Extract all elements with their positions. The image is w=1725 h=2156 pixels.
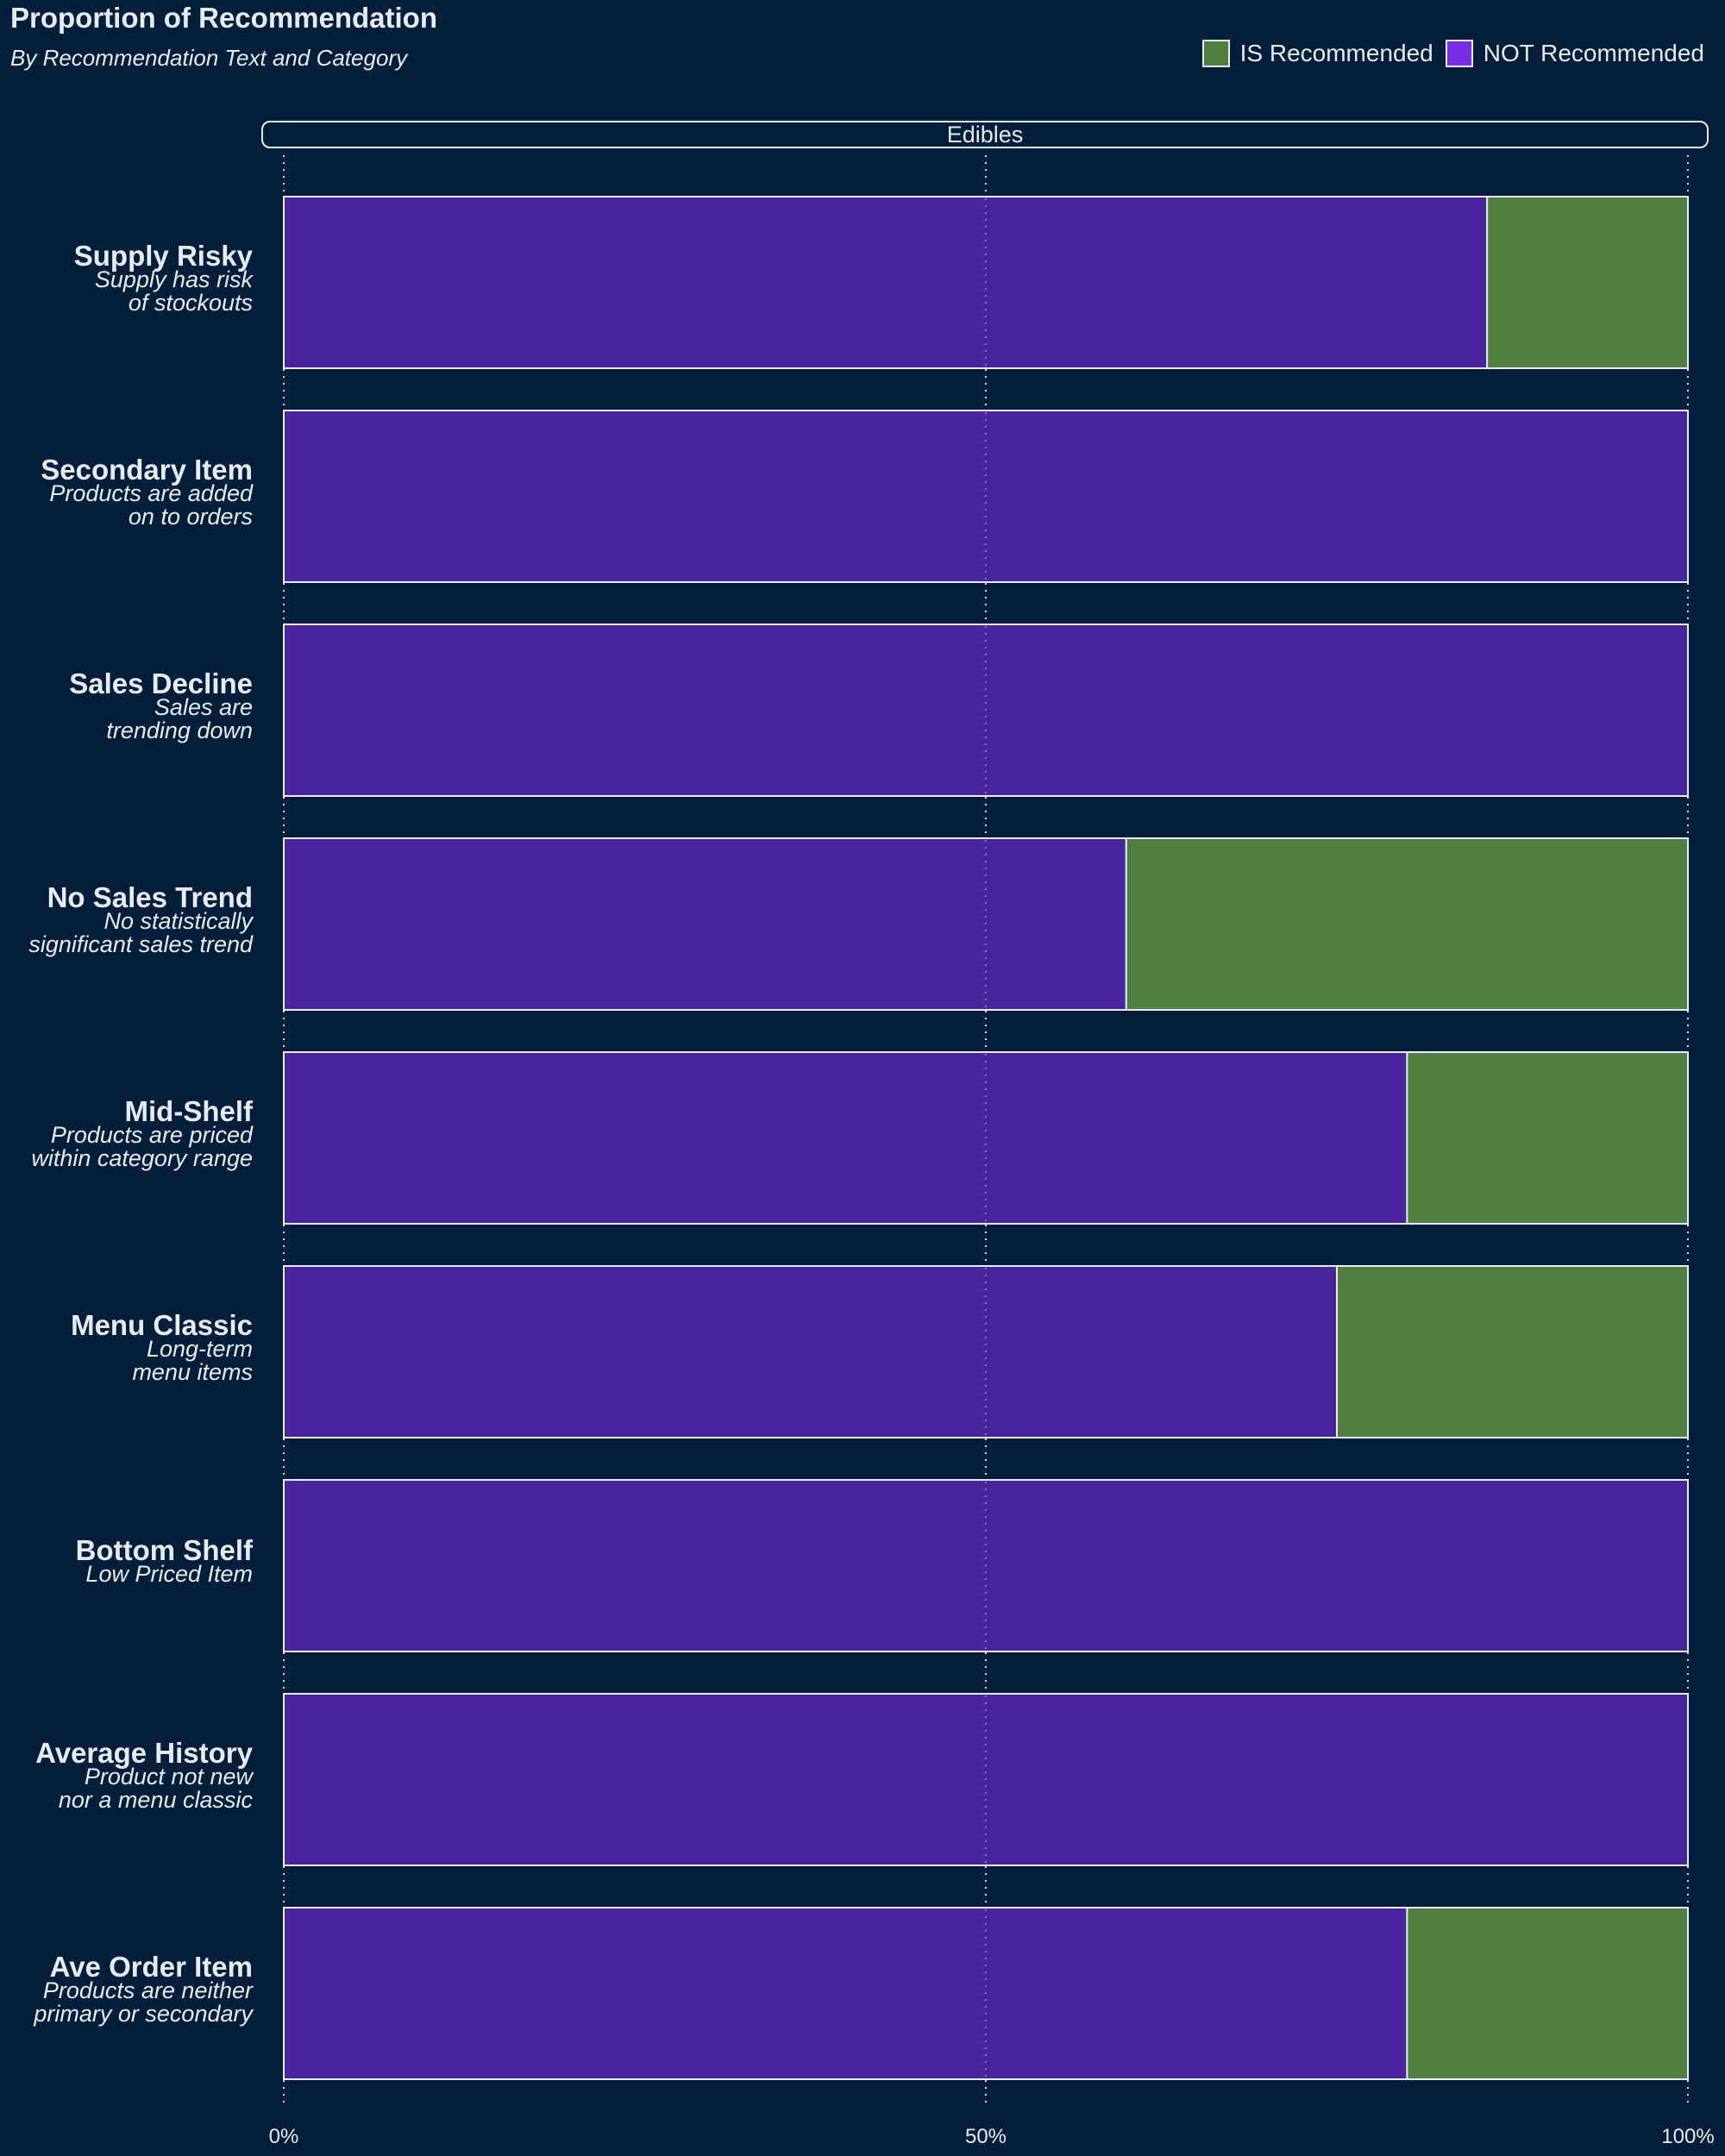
chart-title: Proportion of Recommendation — [10, 2, 437, 34]
row-description-line: of stockouts — [128, 289, 253, 316]
row-name: Sales Decline — [69, 667, 253, 699]
row-label-8: Average History Product not new nor a menu… — [35, 1736, 253, 1813]
x-tick-label-2: 100% — [1661, 2125, 1714, 2148]
bar-is-recommended-9 — [1406, 1907, 1690, 2080]
row-name: Ave Order Item — [49, 1950, 253, 1983]
row-description-line: Products are added — [49, 479, 253, 506]
bar-not-recommended-6 — [283, 1265, 1338, 1438]
bar-is-recommended-1 — [1486, 196, 1690, 369]
bar-not-recommended-9 — [283, 1907, 1408, 2080]
legend-item-is-recommended: IS Recommended — [1201, 40, 1433, 67]
chart-subtitle: By Recommendation Text and Category — [10, 45, 408, 71]
row-description-line: trending down — [106, 717, 253, 743]
row-name: Menu Classic — [71, 1308, 253, 1341]
x-tick-label-0: 0% — [269, 2125, 299, 2148]
bar-not-recommended-5 — [283, 1051, 1408, 1225]
legend: IS Recommended NOT Recommended — [1190, 40, 1704, 67]
row-description-line: menu items — [132, 1358, 253, 1385]
legend-item-not-recommended: NOT Recommended — [1445, 40, 1704, 67]
row-description-line: Products are priced — [50, 1121, 253, 1148]
bar-is-recommended-4 — [1125, 837, 1690, 1011]
row-description-line: Low Priced Item — [85, 1561, 253, 1587]
row-label-6: Menu Classic Long-term menu items — [71, 1308, 253, 1385]
legend-label-not-recommended: NOT Recommended — [1483, 40, 1704, 66]
row-name: Bottom Shelf — [75, 1534, 253, 1566]
row-label-9: Ave Order Item Products are neither primar… — [34, 1950, 253, 2027]
row-description-line: No statistically — [104, 907, 253, 934]
row-description-line: within category range — [31, 1144, 253, 1171]
legend-label-is-recommended: IS Recommended — [1239, 40, 1433, 66]
row-label-4: No Sales Trend No statistically significan… — [28, 881, 253, 957]
row-description-line: Product not new — [84, 1763, 253, 1789]
row-name: Average History — [35, 1736, 253, 1769]
row-label-2: Secondary Item Products are added on to or… — [41, 453, 253, 530]
row-description-line: primary or secondary — [34, 2000, 253, 2027]
row-label-1: Supply Risky Supply has risk of stockouts — [73, 239, 253, 316]
row-label-7: Bottom Shelf Low Priced Item — [75, 1534, 253, 1587]
row-description-line: Long-term — [146, 1335, 253, 1362]
bar-is-recommended-6 — [1336, 1265, 1689, 1438]
row-name: Supply Risky — [73, 239, 253, 272]
legend-swatch-not-recommended — [1445, 40, 1473, 67]
row-label-3: Sales Decline Sales are trending down — [69, 667, 253, 743]
row-name: Secondary Item — [41, 453, 253, 486]
row-description-line: Products are neither — [42, 1977, 253, 2003]
bar-is-recommended-5 — [1406, 1051, 1690, 1225]
row-description-line: significant sales trend — [28, 931, 253, 957]
facet-strip: Edibles — [261, 121, 1709, 148]
row-name: No Sales Trend — [47, 881, 253, 913]
row-label-5: Mid-Shelf Products are priced within categ… — [31, 1094, 253, 1171]
row-description-line: nor a menu classic — [58, 1786, 253, 1813]
legend-swatch-is-recommended — [1201, 40, 1230, 67]
row-description-line: Sales are — [154, 693, 253, 720]
row-description-line: on to orders — [128, 503, 253, 530]
bar-not-recommended-1 — [283, 196, 1489, 369]
bar-not-recommended-4 — [283, 837, 1127, 1011]
x-tick-label-1: 50% — [965, 2125, 1007, 2148]
row-description-line: Supply has risk — [94, 266, 253, 292]
row-name: Mid-Shelf — [124, 1094, 253, 1127]
